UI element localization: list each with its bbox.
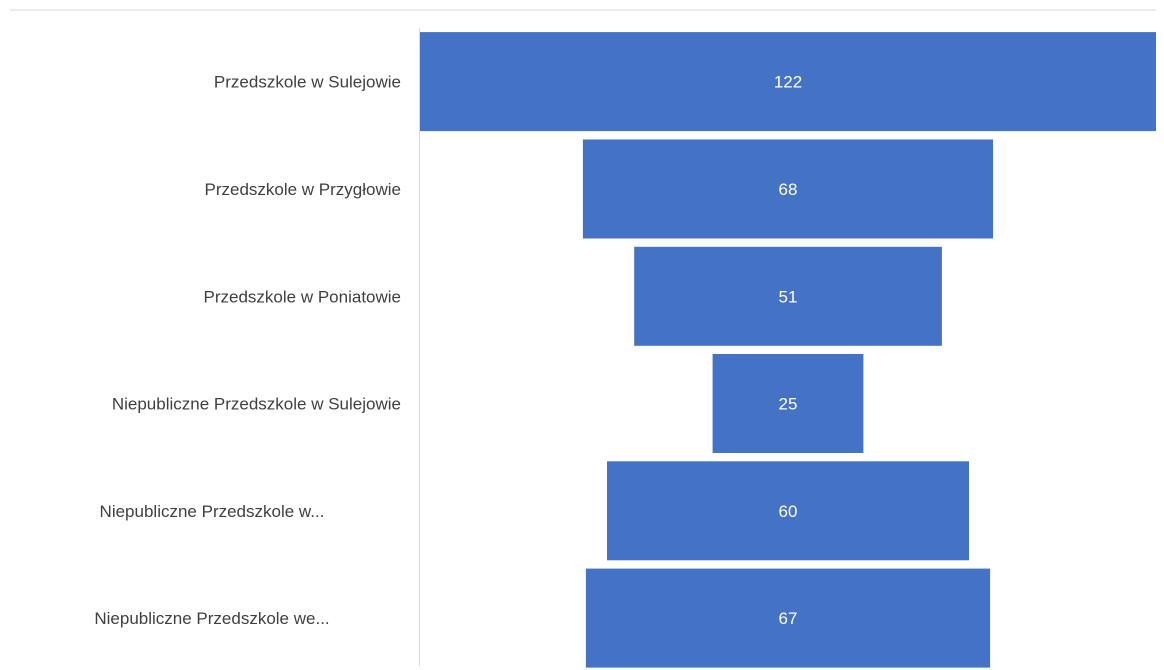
funnel-bar [634, 246, 942, 346]
category-label: Przedszkole w Sulejowie [214, 73, 401, 92]
data-label: 51 [779, 287, 798, 306]
category-label: Niepubliczne Przedszkole w... [100, 502, 325, 521]
category-label: Niepubliczne Przedszkole we... [94, 609, 329, 628]
data-label: 25 [779, 395, 798, 414]
labels-layer: 122 Przedszkole w Sulejowie 68 Przedszkole … [94, 73, 802, 628]
funnel-bar [582, 139, 994, 239]
data-label: 60 [779, 502, 798, 521]
bars-layer [420, 32, 1156, 668]
data-label: 122 [774, 73, 802, 92]
data-label: 68 [779, 180, 798, 199]
category-label: Przedszkole w Poniatowie [204, 287, 401, 306]
funnel-bar [585, 568, 991, 668]
funnel-bar [712, 354, 864, 453]
category-label: Przedszkole w Przygłowie [204, 180, 401, 199]
data-label: 67 [779, 609, 798, 628]
category-label: Niepubliczne Przedszkole w Sulejowie [112, 395, 401, 414]
funnel-bar [607, 461, 969, 561]
funnel-bar [420, 32, 1156, 132]
